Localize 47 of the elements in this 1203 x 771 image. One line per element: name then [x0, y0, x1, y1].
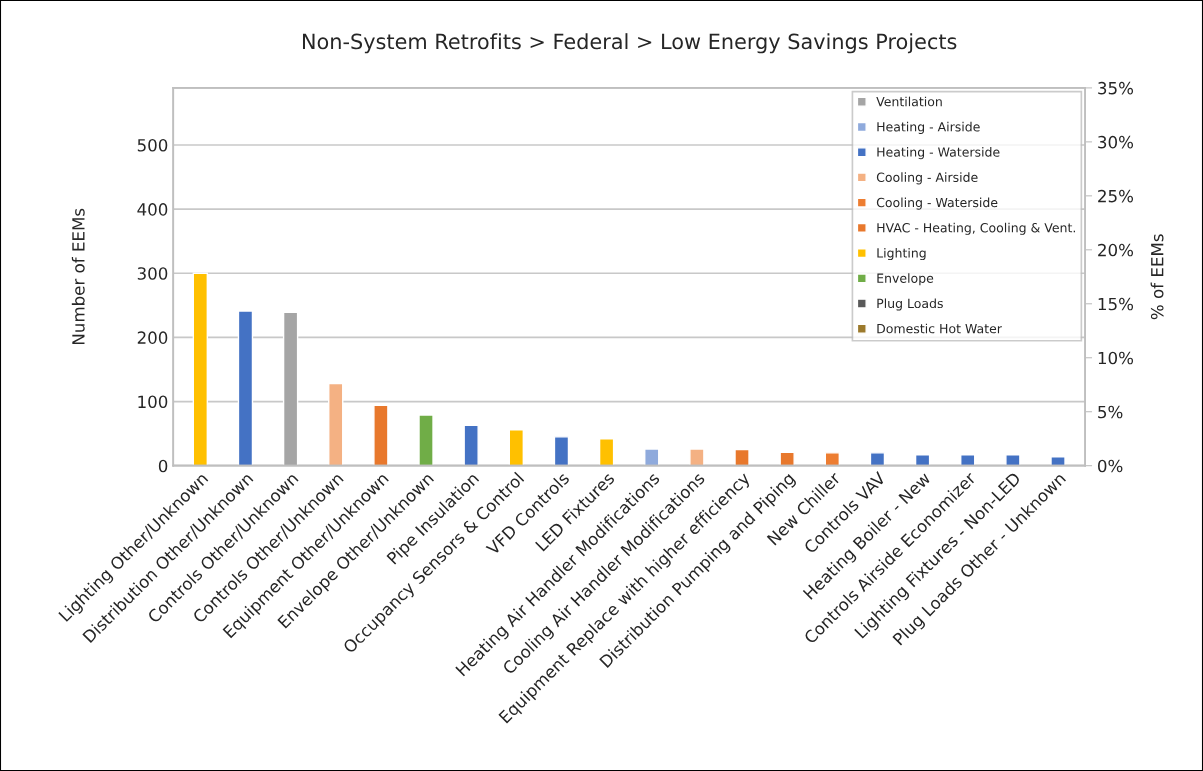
legend-label: Cooling - Waterside: [876, 197, 998, 210]
bar: [192, 272, 209, 466]
bar: [644, 448, 660, 466]
chart-title: Non-System Retrofits > Federal > Low Energy Savings Projects: [302, 33, 957, 54]
y-tick-label: 500: [137, 138, 168, 152]
bar: [779, 451, 795, 466]
bar: [508, 429, 525, 466]
legend-label: Ventilation: [876, 96, 942, 107]
legend-label: Cooling - Airside: [876, 172, 978, 185]
y2-tick-label: 15%: [1098, 297, 1134, 311]
bar: [1050, 456, 1066, 466]
y-tick-label: 400: [137, 203, 168, 216]
legend-label: Envelope: [877, 273, 934, 286]
legend-label: Domestic Hot Water: [877, 323, 1002, 334]
y2-tick-label: 20%: [1098, 243, 1134, 257]
bar: [418, 414, 434, 466]
y2-tick-label: 30%: [1098, 135, 1134, 149]
bar: [328, 382, 344, 466]
bar: [282, 311, 299, 466]
legend-label: HVAC - Heating, Cooling & Vent.: [877, 222, 1076, 235]
y-tick-label: 300: [137, 267, 168, 280]
y-axis-title: Number of EEMs: [71, 208, 85, 345]
bar: [914, 454, 931, 466]
legend-label: Plug Loads: [877, 298, 943, 311]
legend-label: Heating - Waterside: [877, 147, 1000, 160]
bar: [463, 424, 479, 466]
y2-tick-label: 0%: [1098, 459, 1123, 473]
y2-tick-label: 35%: [1098, 81, 1134, 95]
bar: [960, 454, 976, 466]
y-tick-label: 100: [138, 395, 168, 409]
bar: [734, 448, 750, 466]
bar: [824, 452, 841, 466]
y2-tick-label: 10%: [1098, 351, 1134, 365]
y2-tick-label: 5%: [1098, 405, 1123, 419]
y2-tick-label: 25%: [1098, 189, 1134, 203]
bar: [373, 404, 389, 466]
bar: [237, 310, 254, 466]
y-tick-label: 200: [137, 331, 168, 344]
legend-label: Lighting: [877, 247, 926, 261]
bar: [598, 438, 615, 466]
legend-label: Heating - Airside: [877, 121, 980, 134]
bar: [553, 436, 570, 466]
y-tick-label: 0: [158, 459, 168, 473]
y2-axis-title: % of EEMs: [1150, 234, 1164, 320]
bar: [689, 448, 705, 466]
bar: [869, 452, 886, 466]
bar: [1005, 454, 1021, 466]
